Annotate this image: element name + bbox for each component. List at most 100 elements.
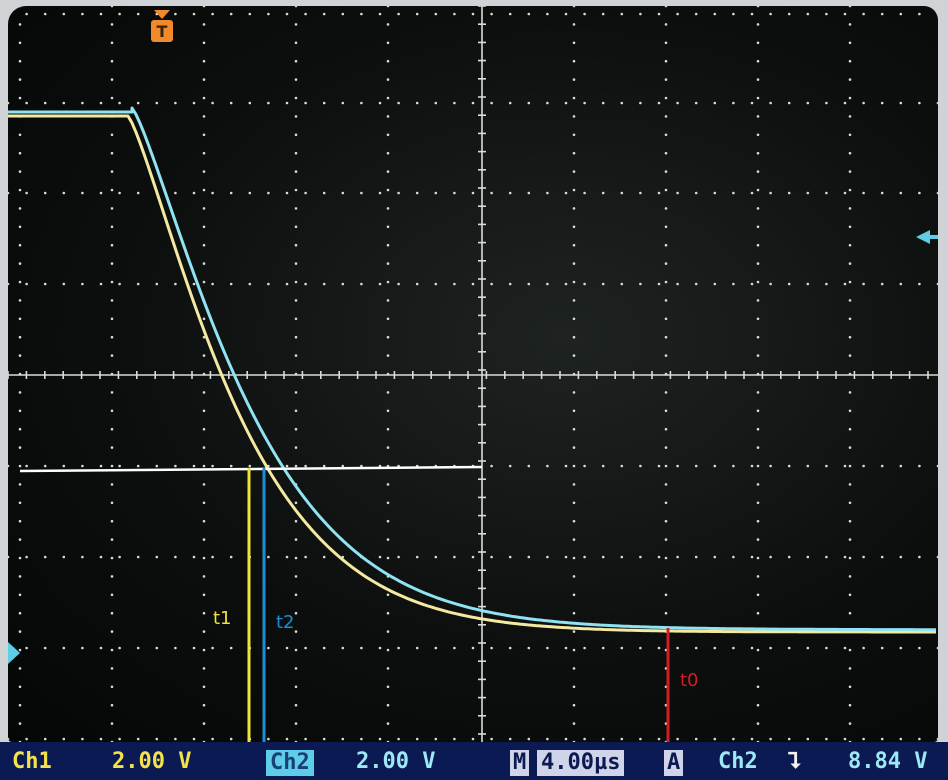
grid-dot — [664, 611, 668, 615]
grid-dot — [936, 12, 938, 16]
grid-dot — [471, 12, 475, 16]
grid-dot — [918, 101, 921, 105]
grid-dot — [322, 464, 326, 468]
grid-dot — [294, 151, 298, 155]
grid-dot — [110, 335, 114, 339]
grid-dot — [825, 464, 828, 468]
grid-dot — [843, 737, 847, 741]
grid-dot — [360, 12, 363, 16]
grid-dot — [825, 737, 828, 741]
grid-dot — [769, 646, 772, 650]
grid-dot — [360, 737, 363, 741]
grid-dot — [294, 96, 298, 100]
grid-dot — [174, 191, 177, 195]
timebase-value: 4.00µs — [537, 750, 625, 776]
grid-dot — [136, 282, 140, 286]
horizontal-gridline — [8, 737, 938, 741]
grid-dot — [664, 207, 668, 210]
grid-dot — [202, 280, 206, 284]
grid-dot — [110, 575, 114, 578]
grid-dot — [62, 191, 66, 195]
grid-dot — [378, 282, 382, 286]
grid-dot — [360, 191, 363, 195]
grid-dot — [25, 101, 28, 105]
grid-dot — [43, 191, 47, 195]
grid-dot — [918, 191, 921, 195]
horizontal-gridline — [8, 646, 938, 650]
grid-dot — [756, 280, 760, 284]
grid-dot — [18, 722, 22, 725]
grid-dot — [769, 191, 772, 195]
grid-dot — [294, 740, 298, 742]
grid-dot — [18, 243, 22, 247]
grid-dot — [294, 188, 298, 192]
grid-dot — [294, 59, 298, 63]
grid-dot — [294, 501, 298, 505]
grid-dot — [43, 464, 47, 468]
grid-dot — [546, 555, 549, 559]
grid-dot — [546, 646, 549, 650]
grid-dot — [936, 737, 938, 741]
grid-dot — [564, 282, 568, 286]
grid-dot — [397, 646, 400, 650]
grid-dot — [386, 317, 390, 321]
vertical-gridline — [202, 6, 206, 742]
grid-dot — [294, 41, 298, 45]
grid-dot — [848, 6, 852, 8]
grid-dot — [43, 101, 47, 105]
grid-dot — [415, 101, 419, 105]
grid-dot — [572, 483, 576, 486]
grid-dot — [285, 191, 289, 195]
grid-dot — [546, 464, 549, 468]
grid-dot — [756, 335, 760, 339]
grid-dot — [490, 191, 493, 195]
grid-dot — [267, 101, 270, 105]
grid-dot — [202, 667, 206, 670]
grid-dot — [806, 101, 810, 105]
grid-dot — [248, 282, 252, 286]
grid-dot — [110, 207, 114, 210]
grid-dot — [18, 262, 22, 265]
grid-dot — [572, 391, 576, 394]
grid-dot — [202, 593, 206, 597]
grid-dot — [848, 335, 852, 339]
grid-dot — [25, 12, 28, 16]
grid-dot — [25, 191, 28, 195]
grid-dot — [267, 646, 270, 650]
grid-dot — [880, 191, 884, 195]
grid-dot — [848, 225, 852, 229]
grid-dot — [508, 282, 512, 286]
grid-dot — [572, 133, 576, 137]
grid-dot — [378, 555, 382, 559]
grid-dot — [572, 41, 576, 45]
grid-dot — [118, 282, 121, 286]
grid-dot — [601, 282, 605, 286]
grid-dot — [713, 464, 717, 468]
grid-dot — [620, 646, 624, 650]
grid-dot — [81, 737, 84, 741]
grid-dot — [386, 391, 390, 394]
grid-dot — [787, 191, 791, 195]
grid-dot — [202, 611, 206, 615]
grid-dot — [453, 646, 456, 650]
grid-dot — [397, 282, 400, 286]
grid-dot — [848, 446, 852, 449]
grid-dot — [756, 667, 760, 670]
grid-dot — [848, 78, 852, 81]
grid-dot — [110, 630, 114, 633]
grid-dot — [848, 207, 852, 210]
grid-dot — [848, 59, 852, 63]
horizontal-gridline — [8, 555, 938, 559]
grid-dot — [386, 722, 390, 725]
grid-dot — [294, 207, 298, 210]
grid-dot — [639, 737, 642, 741]
grid-dot — [110, 648, 114, 652]
grid-dot — [639, 101, 642, 105]
grid-dot — [202, 170, 206, 173]
grid-dot — [694, 12, 698, 16]
grid-dot — [43, 737, 47, 741]
grid-dot — [136, 101, 140, 105]
grid-dot — [386, 703, 390, 707]
grid-dot — [848, 280, 852, 284]
grid-dot — [202, 409, 206, 413]
